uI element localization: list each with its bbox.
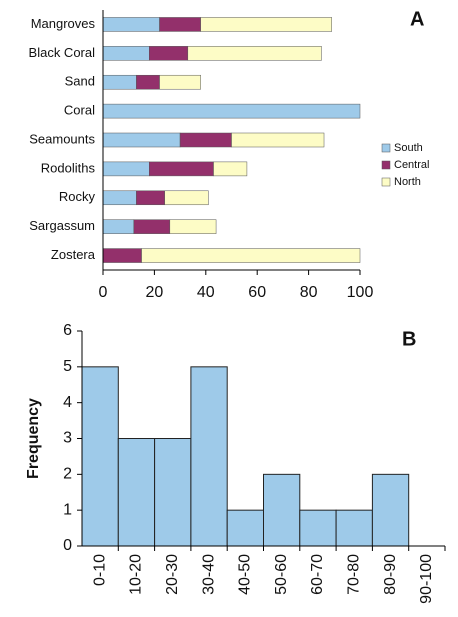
bar-segment [102, 132, 181, 148]
bar [117, 438, 156, 547]
y-tick-label: Rodoliths [41, 160, 96, 175]
x-tick-label: 0-10 [91, 554, 108, 586]
bar [226, 509, 264, 547]
bar-segment [169, 219, 217, 234]
y-tick-label: Seamounts [29, 131, 95, 146]
legend-label: South [394, 142, 423, 154]
bar-segment [187, 46, 322, 61]
legend-swatch [381, 143, 391, 153]
y-tick-label: 0 [63, 537, 72, 554]
y-tick-label: 2 [63, 466, 72, 483]
bar [299, 509, 337, 547]
bar-segment [102, 17, 160, 32]
bar-segment [159, 74, 201, 90]
bar-segment [231, 132, 325, 148]
x-tick-label: 40-50 [237, 554, 254, 595]
x-tick-label: 50-60 [273, 554, 290, 595]
bar-segment [141, 248, 361, 263]
bar [81, 366, 119, 547]
legend-label: North [394, 176, 421, 188]
y-tick-label: Coral [64, 103, 95, 118]
y-tick-label: Mangroves [31, 16, 96, 31]
bar-segment [149, 161, 214, 177]
bar-segment [102, 248, 142, 263]
bar [371, 473, 410, 547]
bar-segment [149, 46, 189, 61]
y-tick-label: 6 [63, 322, 72, 339]
x-tick-label: 60 [248, 284, 266, 301]
bar-segment [164, 190, 209, 206]
x-tick-label: 20-30 [164, 554, 181, 595]
x-tick-label: 100 [347, 284, 374, 301]
legend-label: Central [394, 159, 429, 171]
x-tick-label: 90-100 [418, 554, 435, 604]
bar-segment [200, 17, 332, 32]
bar [263, 473, 301, 547]
x-tick-label: 10-20 [128, 554, 145, 595]
bar-segment [102, 103, 361, 119]
legend-swatch [381, 177, 391, 187]
x-tick-label: 80 [300, 284, 318, 301]
y-tick-label: Zostera [51, 247, 96, 262]
bar-segment [159, 17, 201, 32]
bar-segment [102, 74, 137, 90]
x-tick-label: 0 [99, 284, 108, 301]
x-tick-label: 60-70 [309, 554, 326, 595]
bar [154, 438, 192, 547]
bar [335, 509, 373, 547]
x-tick-label: 40 [197, 284, 215, 301]
bar-segment [102, 161, 150, 177]
y-tick-label: 4 [63, 394, 72, 411]
y-tick-label: Black Coral [29, 45, 96, 60]
bar-segment [133, 219, 171, 234]
legend-swatch [381, 160, 391, 170]
y-tick-label: 1 [63, 501, 72, 518]
y-tick-label: 5 [63, 358, 72, 375]
y-tick-label: Sargassum [29, 218, 95, 233]
bar-segment [179, 132, 232, 148]
x-tick-label: 70-80 [345, 554, 362, 595]
x-tick-label: 80-90 [382, 554, 399, 595]
bar-segment [136, 190, 165, 206]
bar-segment [136, 74, 160, 90]
x-tick-label: 20 [146, 284, 164, 301]
panel-label: B [402, 328, 416, 350]
panel-label: A [410, 8, 424, 30]
y-axis-label: Frequency [25, 398, 42, 479]
y-tick-label: 3 [63, 430, 72, 447]
bar-segment [213, 161, 248, 177]
bar-segment [102, 46, 150, 61]
bar [190, 366, 228, 547]
x-tick-label: 30-40 [200, 554, 217, 595]
bar-segment [102, 190, 137, 206]
y-tick-label: Rocky [59, 189, 96, 204]
y-tick-label: Sand [65, 74, 95, 89]
bar-segment [102, 219, 135, 234]
